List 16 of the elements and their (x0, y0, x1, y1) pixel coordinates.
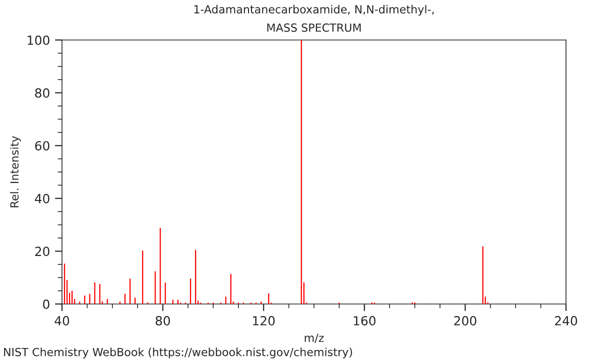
x-axis-title: m/z (304, 334, 324, 343)
chart-title: 1-Adamantanecarboxamide, N,N-dimethyl-, MASS SPECTRUM (194, 4, 434, 32)
y-tick-label: 80 (35, 88, 50, 98)
text: NIST Chemistry WebBook (https://webbook.nist.gov/chemistry) (4, 348, 352, 358)
y-axis-title: Rel. Intensity (10, 136, 21, 208)
x-tick-label: 80 (156, 316, 170, 326)
x-tick-label: 200 (454, 316, 476, 326)
x-tick-label: 120 (253, 316, 275, 326)
x-tick-label: 160 (354, 316, 376, 326)
y-tick-label: 40 (34, 194, 50, 204)
y-tick-label: 100 (28, 35, 50, 45)
y-tick-label: 20 (35, 246, 50, 256)
x-tick-label: 40 (54, 316, 70, 326)
y-tick-label: 0 (43, 299, 50, 309)
x-tick-label: 240 (554, 316, 578, 326)
y-tick-label: 60 (35, 141, 50, 151)
